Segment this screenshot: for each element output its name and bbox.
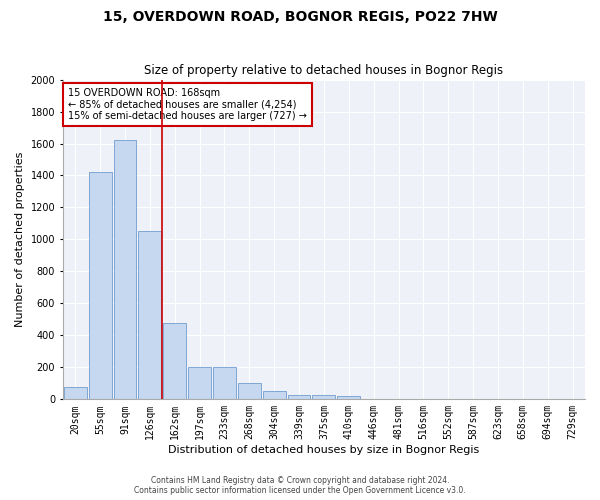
Bar <box>113 140 136 400</box>
Bar <box>89 172 112 400</box>
Bar <box>64 386 86 400</box>
Text: 15 OVERDOWN ROAD: 168sqm
← 85% of detached houses are smaller (4,254)
15% of sem: 15 OVERDOWN ROAD: 168sqm ← 85% of detach… <box>68 88 307 120</box>
Bar <box>337 396 360 400</box>
Text: 15, OVERDOWN ROAD, BOGNOR REGIS, PO22 7HW: 15, OVERDOWN ROAD, BOGNOR REGIS, PO22 7H… <box>103 10 497 24</box>
Bar <box>163 322 186 400</box>
Bar <box>263 392 286 400</box>
Bar <box>188 368 211 400</box>
Bar <box>287 394 310 400</box>
Title: Size of property relative to detached houses in Bognor Regis: Size of property relative to detached ho… <box>145 64 503 77</box>
Bar <box>139 232 161 400</box>
Bar <box>213 368 236 400</box>
Bar <box>313 396 335 400</box>
Y-axis label: Number of detached properties: Number of detached properties <box>15 152 25 327</box>
Text: Contains HM Land Registry data © Crown copyright and database right 2024.
Contai: Contains HM Land Registry data © Crown c… <box>134 476 466 495</box>
Bar <box>238 384 261 400</box>
X-axis label: Distribution of detached houses by size in Bognor Regis: Distribution of detached houses by size … <box>168 445 479 455</box>
Bar <box>362 398 385 400</box>
